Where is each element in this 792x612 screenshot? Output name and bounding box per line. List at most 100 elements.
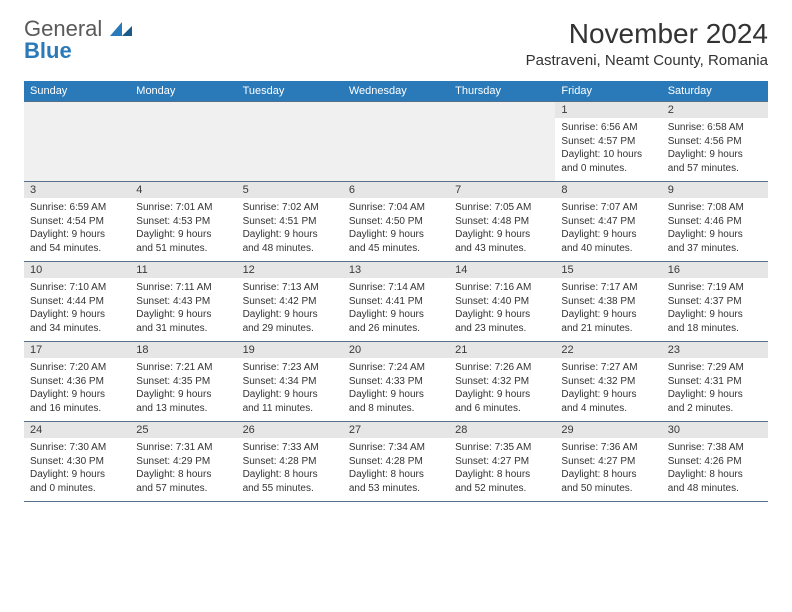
day-info: Sunrise: 7:34 AMSunset: 4:28 PMDaylight:… (349, 441, 443, 495)
daylight1-text: Daylight: 10 hours (561, 148, 655, 162)
calendar-cell: 14 Sunrise: 7:16 AMSunset: 4:40 PMDayligh… (449, 262, 555, 341)
daylight2-text: and 45 minutes. (349, 242, 443, 256)
sunrise-text: Sunrise: 7:19 AM (668, 281, 762, 295)
daylight1-text: Daylight: 9 hours (30, 388, 124, 402)
sunrise-text: Sunrise: 7:34 AM (349, 441, 443, 455)
day-info: Sunrise: 7:20 AMSunset: 4:36 PMDaylight:… (30, 361, 124, 415)
calendar-cell: 20Sunrise: 7:24 AMSunset: 4:33 PMDayligh… (343, 342, 449, 421)
daylight2-text: and 40 minutes. (561, 242, 655, 256)
calendar-header-row: Sunday Monday Tuesday Wednesday Thursday… (24, 81, 768, 101)
calendar-cell: 22Sunrise: 7:27 AMSunset: 4:32 PMDayligh… (555, 342, 661, 421)
sunrise-text: Sunrise: 7:35 AM (455, 441, 549, 455)
daylight2-text: and 6 minutes. (455, 402, 549, 416)
sunrise-text: Sunrise: 6:59 AM (30, 201, 124, 215)
day-info: Sunrise: 7:16 AMSunset: 4:40 PMDaylight:… (455, 281, 549, 335)
location-text: Pastraveni, Neamt County, Romania (526, 52, 768, 69)
day-info: Sunrise: 7:33 AMSunset: 4:28 PMDaylight:… (243, 441, 337, 495)
daylight1-text: Daylight: 8 hours (349, 468, 443, 482)
day-number: 16 (662, 262, 768, 278)
logo-mark-icon (110, 16, 132, 41)
calendar-cell: 23 Sunrise: 7:29 AMSunset: 4:31 PMDayligh… (662, 342, 768, 421)
day-info: Sunrise: 7:10 AMSunset: 4:44 PMDaylight:… (30, 281, 124, 335)
sunrise-text: Sunrise: 7:17 AM (561, 281, 655, 295)
day-info: Sunrise: 7:14 AMSunset: 4:41 PMDaylight:… (349, 281, 443, 335)
sunset-text: Sunset: 4:46 PM (668, 215, 762, 229)
sunset-text: Sunset: 4:44 PM (30, 295, 124, 309)
day-number: 14 (449, 262, 555, 278)
sunset-text: Sunset: 4:51 PM (243, 215, 337, 229)
day-info: Sunrise: 7:08 AMSunset: 4:46 PMDaylight:… (668, 201, 762, 255)
daylight2-text: and 57 minutes. (668, 162, 762, 176)
header: General Blue November 2024 Pastraveni, N… (24, 18, 768, 69)
dayname-tue: Tuesday (237, 81, 343, 101)
day-number: 19 (237, 342, 343, 358)
daylight1-text: Daylight: 9 hours (455, 308, 549, 322)
daylight1-text: Daylight: 9 hours (349, 228, 443, 242)
day-number: 23 (662, 342, 768, 358)
daylight2-text: and 13 minutes. (136, 402, 230, 416)
day-info: Sunrise: 7:04 AMSunset: 4:50 PMDaylight:… (349, 201, 443, 255)
daylight2-text: and 2 minutes. (668, 402, 762, 416)
dayname-sat: Saturday (662, 81, 768, 101)
sunset-text: Sunset: 4:54 PM (30, 215, 124, 229)
sunset-text: Sunset: 4:38 PM (561, 295, 655, 309)
day-info: Sunrise: 7:30 AMSunset: 4:30 PMDaylight:… (30, 441, 124, 495)
sunset-text: Sunset: 4:42 PM (243, 295, 337, 309)
daylight2-text: and 8 minutes. (349, 402, 443, 416)
day-info: Sunrise: 7:35 AMSunset: 4:27 PMDaylight:… (455, 441, 549, 495)
day-info: Sunrise: 7:24 AMSunset: 4:33 PMDaylight:… (349, 361, 443, 415)
daylight1-text: Daylight: 9 hours (243, 308, 337, 322)
daylight2-text: and 57 minutes. (136, 482, 230, 496)
logo-text: General Blue (24, 18, 132, 62)
daylight1-text: Daylight: 9 hours (455, 228, 549, 242)
daylight2-text: and 54 minutes. (30, 242, 124, 256)
daylight1-text: Daylight: 9 hours (30, 308, 124, 322)
daylight1-text: Daylight: 8 hours (243, 468, 337, 482)
calendar-row: 24 Sunrise: 7:30 AMSunset: 4:30 PMDayligh… (24, 422, 768, 502)
sunset-text: Sunset: 4:48 PM (455, 215, 549, 229)
dayname-thu: Thursday (449, 81, 555, 101)
sunrise-text: Sunrise: 7:23 AM (243, 361, 337, 375)
logo-word2: Blue (24, 38, 72, 63)
sunrise-text: Sunrise: 6:58 AM (668, 121, 762, 135)
calendar-cell: 28Sunrise: 7:35 AMSunset: 4:27 PMDayligh… (449, 422, 555, 501)
daylight1-text: Daylight: 8 hours (668, 468, 762, 482)
sunset-text: Sunset: 4:34 PM (243, 375, 337, 389)
daylight2-text: and 4 minutes. (561, 402, 655, 416)
sunrise-text: Sunrise: 7:01 AM (136, 201, 230, 215)
title-block: November 2024 Pastraveni, Neamt County, … (526, 18, 768, 69)
day-info: Sunrise: 7:29 AMSunset: 4:31 PMDaylight:… (668, 361, 762, 415)
day-number: 3 (24, 182, 130, 198)
sunset-text: Sunset: 4:56 PM (668, 135, 762, 149)
day-number: 10 (24, 262, 130, 278)
daylight2-text: and 26 minutes. (349, 322, 443, 336)
sunrise-text: Sunrise: 7:11 AM (136, 281, 230, 295)
calendar-cell: 25Sunrise: 7:31 AMSunset: 4:29 PMDayligh… (130, 422, 236, 501)
daylight2-text: and 23 minutes. (455, 322, 549, 336)
calendar-cell: 5Sunrise: 7:02 AMSunset: 4:51 PMDaylight… (237, 182, 343, 261)
dayname-fri: Friday (555, 81, 661, 101)
sunset-text: Sunset: 4:28 PM (349, 455, 443, 469)
daylight1-text: Daylight: 9 hours (455, 388, 549, 402)
day-number: 2 (662, 102, 768, 118)
day-info: Sunrise: 7:05 AMSunset: 4:48 PMDaylight:… (455, 201, 549, 255)
day-info: Sunrise: 7:07 AMSunset: 4:47 PMDaylight:… (561, 201, 655, 255)
daylight2-text: and 11 minutes. (243, 402, 337, 416)
sunset-text: Sunset: 4:27 PM (455, 455, 549, 469)
sunset-text: Sunset: 4:47 PM (561, 215, 655, 229)
sunset-text: Sunset: 4:28 PM (243, 455, 337, 469)
daylight2-text: and 0 minutes. (30, 482, 124, 496)
sunset-text: Sunset: 4:37 PM (668, 295, 762, 309)
calendar-cell: 13Sunrise: 7:14 AMSunset: 4:41 PMDayligh… (343, 262, 449, 341)
day-info: Sunrise: 6:59 AMSunset: 4:54 PMDaylight:… (30, 201, 124, 255)
sunset-text: Sunset: 4:29 PM (136, 455, 230, 469)
sunset-text: Sunset: 4:30 PM (30, 455, 124, 469)
calendar-cell-empty (24, 102, 130, 181)
sunrise-text: Sunrise: 7:38 AM (668, 441, 762, 455)
day-number: 24 (24, 422, 130, 438)
sunset-text: Sunset: 4:26 PM (668, 455, 762, 469)
day-info: Sunrise: 7:31 AMSunset: 4:29 PMDaylight:… (136, 441, 230, 495)
day-info: Sunrise: 7:38 AMSunset: 4:26 PMDaylight:… (668, 441, 762, 495)
day-number: 12 (237, 262, 343, 278)
sunset-text: Sunset: 4:32 PM (455, 375, 549, 389)
